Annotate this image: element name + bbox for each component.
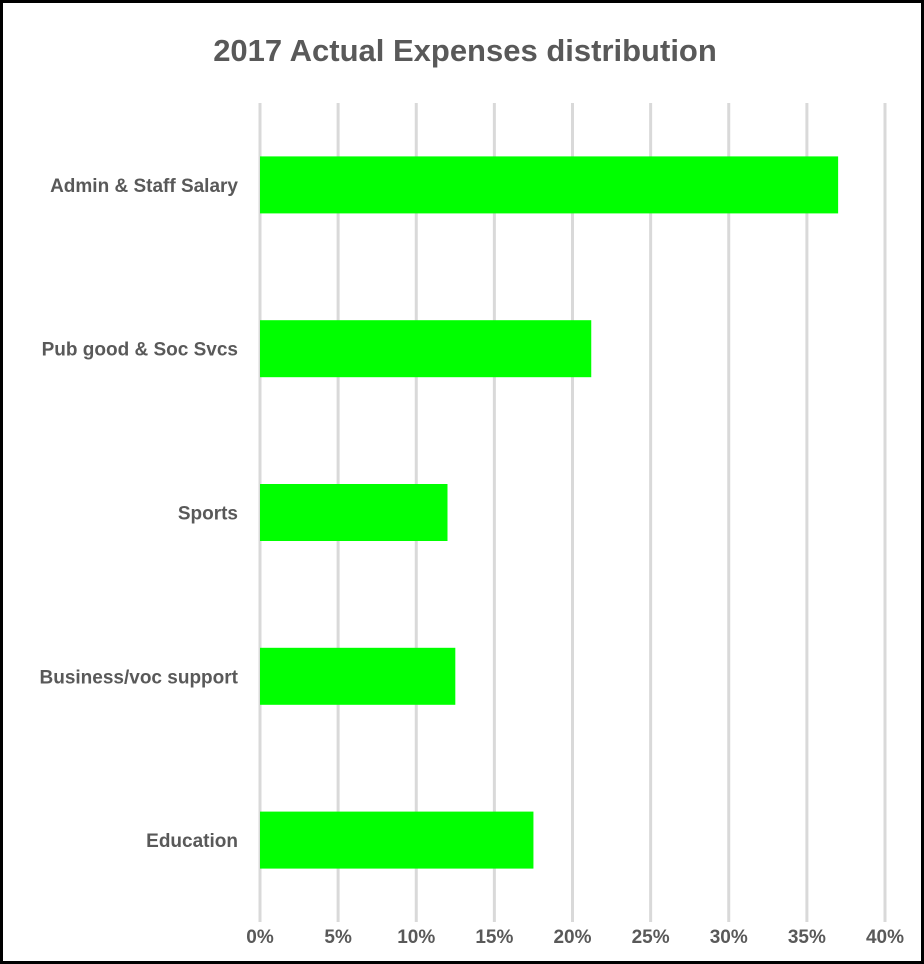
x-tick-label: 25% (632, 927, 670, 948)
x-tick-label: 20% (553, 927, 591, 948)
bar (260, 156, 839, 214)
category-label: Admin & Staff Salary (50, 176, 238, 197)
x-tick-labels: 0% 5% 10% 15% 20% 25% 30% 35% 40% (246, 927, 904, 948)
category-label: Sports (178, 504, 238, 525)
x-tick-label: 30% (710, 927, 748, 948)
category-label: Education (146, 831, 238, 852)
category-label: Pub good & Soc Svcs (42, 340, 238, 361)
x-tick-label: 40% (866, 927, 904, 948)
bar (260, 484, 448, 541)
x-tick-label: 10% (397, 927, 435, 948)
bar (260, 647, 456, 705)
x-tick-label: 15% (475, 927, 513, 948)
bars (260, 156, 839, 869)
category-label: Business/voc support (40, 667, 239, 688)
x-tick-label: 0% (246, 927, 274, 948)
category-labels: Admin & Staff Salary Pub good & Soc Svcs S… (40, 176, 239, 852)
bar-chart-plot: Admin & Staff Salary Pub good & Soc Svcs S… (40, 103, 904, 948)
chart-title: 2017 Actual Expenses distribution (213, 33, 717, 68)
x-tick-label: 35% (788, 927, 826, 948)
x-tick-label: 5% (324, 927, 352, 948)
bar (260, 811, 534, 869)
bar (260, 320, 592, 378)
